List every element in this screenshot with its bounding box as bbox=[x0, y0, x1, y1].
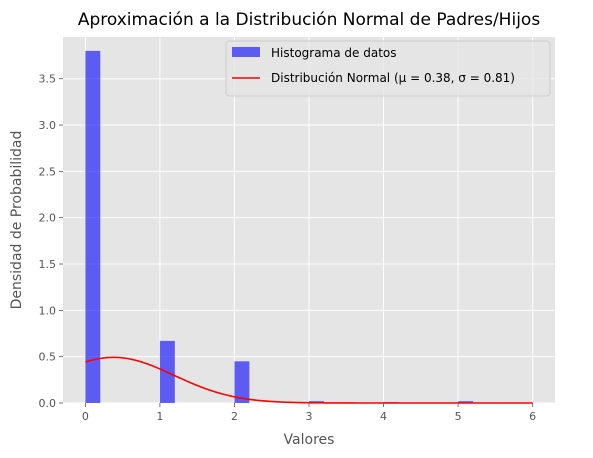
legend-histogram-swatch bbox=[232, 47, 260, 57]
y-tick-label: 3.5 bbox=[39, 73, 57, 86]
legend-normal-label: Distribución Normal (μ = 0.38, σ = 0.81) bbox=[271, 71, 515, 85]
y-tick-label: 0.0 bbox=[39, 397, 57, 410]
x-tick-label: 6 bbox=[529, 410, 536, 423]
legend-box bbox=[225, 40, 551, 97]
legend-histogram-label: Histograma de datos bbox=[271, 46, 397, 60]
y-tick-label: 2.5 bbox=[39, 165, 57, 178]
y-tick-label: 2.0 bbox=[39, 212, 57, 225]
legend: Histograma de datos Distribución Normal … bbox=[225, 40, 551, 97]
x-tick-label: 0 bbox=[82, 410, 89, 423]
x-tick-label: 3 bbox=[306, 410, 313, 423]
y-tick-label: 0.5 bbox=[39, 351, 57, 364]
histogram-bar bbox=[234, 361, 250, 403]
histogram-bar bbox=[85, 50, 101, 403]
y-tick-label: 3.0 bbox=[39, 119, 57, 132]
y-tick-label: 1.5 bbox=[39, 258, 57, 271]
x-tick-label: 2 bbox=[231, 410, 238, 423]
x-tick-label: 5 bbox=[455, 410, 462, 423]
x-axis-title: Valores bbox=[284, 432, 335, 448]
x-tick-label: 1 bbox=[156, 410, 163, 423]
y-axis-title: Densidad de Probabilidad bbox=[9, 131, 25, 310]
x-tick-label: 4 bbox=[380, 410, 387, 423]
axis-ticks: 0 1 2 3 4 5 6 0.0 0.5 1.0 1.5 2.0 2.5 3.0 3.5 bbox=[39, 73, 537, 423]
histogram-bar bbox=[458, 401, 473, 403]
y-tick-label: 1.0 bbox=[39, 304, 57, 317]
chart-title: Aproximación a la Distribución Normal de… bbox=[78, 10, 541, 30]
